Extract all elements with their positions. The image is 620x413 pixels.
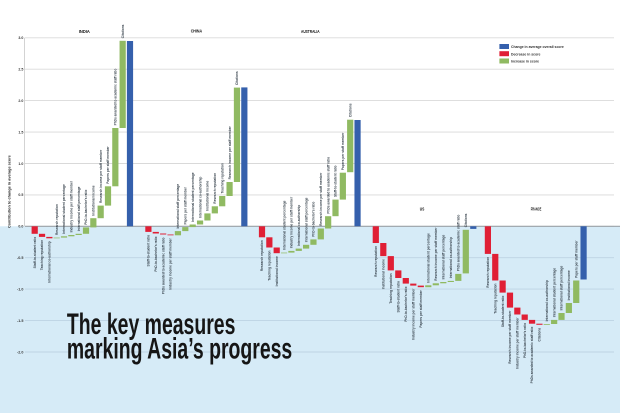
svg-text:Papers per staff member: Papers per staff member [106,146,110,184]
svg-text:Institutional income: Institutional income [206,180,210,210]
svg-text:AUSTRALIA: AUSTRALIA [301,29,320,34]
svg-text:2.0: 2.0 [18,99,23,103]
svg-text:2.5: 2.5 [18,68,23,72]
svg-text:PhDs awarded to academic staff: PhDs awarded to academic staff ratio [457,215,461,272]
svg-text:Institutional income: Institutional income [275,256,279,286]
svg-text:Industry income per staff memb: Industry income per staff member [169,238,173,290]
svg-text:Staff-to-student ratio: Staff-to-student ratio [147,235,151,267]
svg-text:-0.5: -0.5 [17,256,23,260]
svg-text:International staff percentage: International staff percentage [304,197,308,242]
svg-text:PhDs awarded to academic staff: PhDs awarded to academic staff ratio [530,327,534,384]
svg-text:PhD-to-bachelor's ratio: PhD-to-bachelor's ratio [84,190,88,225]
svg-text:0.5: 0.5 [18,193,23,197]
svg-text:International student percenta: International student percentage [427,233,431,283]
svg-text:Staff-to-student ratio: Staff-to-student ratio [334,165,338,197]
svg-text:Industry income per staff memb: Industry income per staff member [516,317,520,369]
svg-text:Research reputation: Research reputation [374,246,378,277]
svg-text:Research reputation: Research reputation [55,204,59,235]
svg-text:Industry income per staff memb: Industry income per staff member [70,180,74,232]
svg-text:International staff percentage: International staff percentage [442,235,446,280]
svg-text:Change in average overall scor: Change in average overall score [511,45,564,49]
svg-text:Citations: Citations [235,71,239,85]
svg-text:Research income per staff memb: Research income per staff member [434,227,438,281]
svg-text:Teaching reputation: Teaching reputation [268,250,272,280]
svg-text:The key measures: The key measures [67,308,236,341]
svg-text:Contribution to change in aver: Contribution to change in average score [8,155,12,228]
svg-text:International co-authorship: International co-authorship [297,205,301,246]
svg-text:PhD-to-bachelor's ratio: PhD-to-bachelor's ratio [523,323,527,358]
svg-text:0.0: 0.0 [18,225,23,229]
svg-text:Papers per staff member: Papers per staff member [184,186,188,224]
svg-text:Teaching reputation: Teaching reputation [493,283,497,313]
svg-text:International co-authorship: International co-authorship [449,237,453,278]
svg-text:Papers per staff member: Papers per staff member [574,240,578,278]
svg-text:-1.5: -1.5 [17,319,23,323]
svg-text:International co-authorship: International co-authorship [198,177,202,218]
svg-text:Research income per staff memb: Research income per staff member [508,310,512,364]
svg-text:Decrease in score: Decrease in score [511,52,541,56]
svg-text:Citations: Citations [464,213,468,227]
svg-text:Staff-to-student ratio: Staff-to-student ratio [33,237,37,269]
svg-text:PhDs awarded to academic staff: PhDs awarded to academic staff ratio [326,157,330,214]
svg-text:Citations: Citations [348,103,352,117]
svg-text:PhD-to-bachelor's ratio: PhD-to-bachelor's ratio [154,236,158,271]
svg-text:Papers per staff member: Papers per staff member [341,132,345,170]
svg-text:Research reputation: Research reputation [486,257,490,288]
svg-text:Citations: Citations [538,328,542,342]
svg-text:International staff percentage: International staff percentage [77,186,81,231]
svg-text:PhD-to-bachelor's ratio: PhD-to-bachelor's ratio [404,287,408,322]
svg-text:Teaching reputation: Teaching reputation [220,163,224,193]
svg-text:Staff-to-student ratio: Staff-to-student ratio [397,281,401,313]
svg-text:Research income per staff memb: Research income per staff member [99,149,103,203]
svg-text:International student percenta: International student percentage [552,268,556,318]
svg-text:International student percenta: International student percentage [191,172,195,222]
svg-text:International co-authorship: International co-authorship [48,241,52,282]
svg-text:International staff percentage: International staff percentage [560,266,564,311]
svg-text:Research income per staff memb: Research income per staff member [319,172,323,226]
svg-text:Increase in score: Increase in score [511,60,539,64]
svg-text:INDIA: INDIA [79,29,91,34]
svg-text:International student percenta: International student percentage [62,184,66,234]
svg-text:Institutional income: Institutional income [382,259,386,289]
svg-text:Research reputation: Research reputation [260,240,264,271]
svg-text:PhDs awarded to academic staff: PhDs awarded to academic staff ratio [114,69,118,126]
svg-text:PhD-to-bachelor's ratio: PhD-to-bachelor's ratio [312,202,316,237]
svg-text:Papers per staff member: Papers per staff member [419,289,423,327]
svg-text:Industry income per staff memb: Industry income per staff member [290,196,294,248]
svg-text:1.5: 1.5 [18,130,23,134]
svg-text:Institutional income: Institutional income [567,270,571,300]
svg-text:International staff percentage: International staff percentage [176,184,180,229]
svg-text:Research income per staff memb: Research income per staff member [228,125,232,179]
svg-text:Citations: Citations [121,24,125,38]
svg-text:PhDs awarded to academic staff: PhDs awarded to academic staff ratio [161,237,165,294]
svg-text:International co-authorship: International co-authorship [545,280,549,321]
svg-text:Industry income per staff memb: Industry income per staff member [412,288,416,340]
svg-text:-1.0: -1.0 [17,288,23,292]
svg-text:Institutional income: Institutional income [92,185,96,215]
svg-text:Staff-to-student ratio: Staff-to-student ratio [501,296,505,328]
svg-text:International student percenta: International student percentage [282,200,286,250]
svg-text:Research reputation: Research reputation [213,173,217,204]
svg-text:Teaching reputation: Teaching reputation [40,240,44,270]
svg-text:-2.0: -2.0 [17,350,23,354]
svg-text:Teaching reputation: Teaching reputation [389,273,393,303]
svg-text:FRANCE: FRANCE [531,207,542,212]
svg-text:3.0: 3.0 [18,36,23,40]
svg-text:CHINA: CHINA [191,29,203,34]
svg-text:US: US [420,207,425,212]
svg-text:marking Asia’s progress: marking Asia’s progress [67,332,292,365]
svg-text:1.0: 1.0 [18,162,23,166]
